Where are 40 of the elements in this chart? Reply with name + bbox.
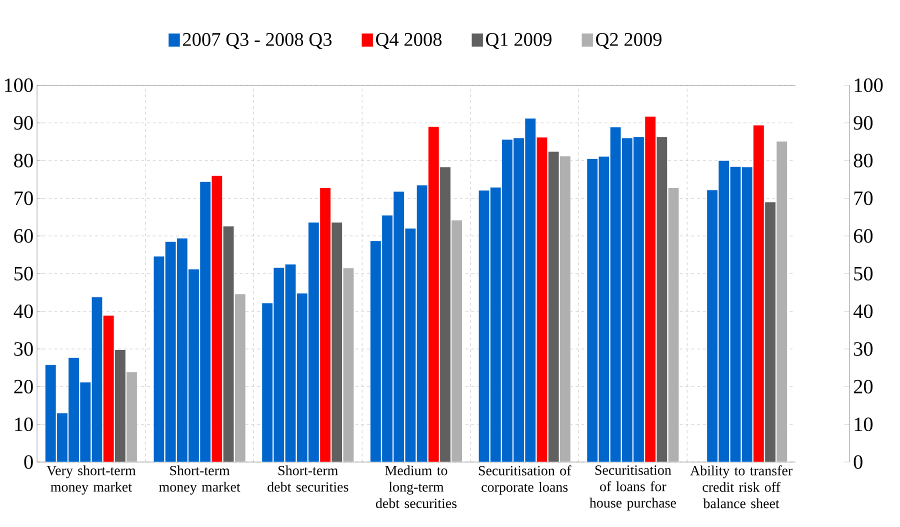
legend-label: Q1 2009 [486, 33, 552, 49]
bar [320, 188, 331, 462]
bar [428, 126, 440, 462]
bar [536, 137, 548, 462]
x-tick-label: Short-term money market [159, 465, 240, 495]
bar [644, 116, 656, 462]
x-tick-label: Ability to transfer credit risk off balance sheet [690, 465, 792, 508]
y-tick-label: 40 [14, 304, 33, 318]
x-tick-label: Very short-term money market [46, 465, 136, 495]
y2-tick-label: 70 [854, 191, 873, 206]
bar [753, 125, 764, 462]
legend-label: Q4 2008 [376, 33, 442, 49]
y-tick-label: 60 [14, 229, 33, 243]
y2-tick-label: 0 [854, 455, 862, 469]
x-tick-label: Medium to long-term debt securities [376, 465, 457, 508]
y2-tick-label: 60 [854, 229, 873, 243]
y-tick-label: 20 [14, 380, 33, 394]
y2-tick-label: 20 [854, 380, 873, 394]
y2-tick-label: 10 [854, 418, 873, 432]
y-tick-label: 80 [14, 154, 33, 168]
x-tick-label: Securitisation of loans for house purchase [590, 465, 676, 511]
y-tick-label: 0 [24, 455, 33, 469]
y2-tick-label: 100 [854, 78, 883, 92]
y-tick-label: 30 [14, 342, 33, 356]
y-tick-label: 100 [5, 78, 33, 92]
x-tick-label: Short-term debt securities [268, 465, 348, 492]
y-tick-label: 90 [14, 116, 33, 130]
y-tick-label: 50 [14, 266, 33, 280]
y2-tick-label: 50 [854, 266, 873, 280]
y2-tick-label: 80 [854, 154, 873, 168]
y2-tick-label: 90 [854, 116, 873, 130]
x-tick-label: Securitisation of corporate loans [478, 465, 572, 495]
bar [102, 315, 114, 462]
y2-tick-label: 40 [853, 304, 873, 318]
legend-label: 2007 Q3 - 2008 Q3 [183, 33, 332, 49]
legend-label: Q2 2009 [596, 33, 662, 49]
y-tick-label: 10 [15, 418, 33, 432]
y-tick-label: 70 [14, 191, 33, 206]
y2-tick-label: 30 [854, 342, 873, 356]
bar [211, 175, 223, 462]
